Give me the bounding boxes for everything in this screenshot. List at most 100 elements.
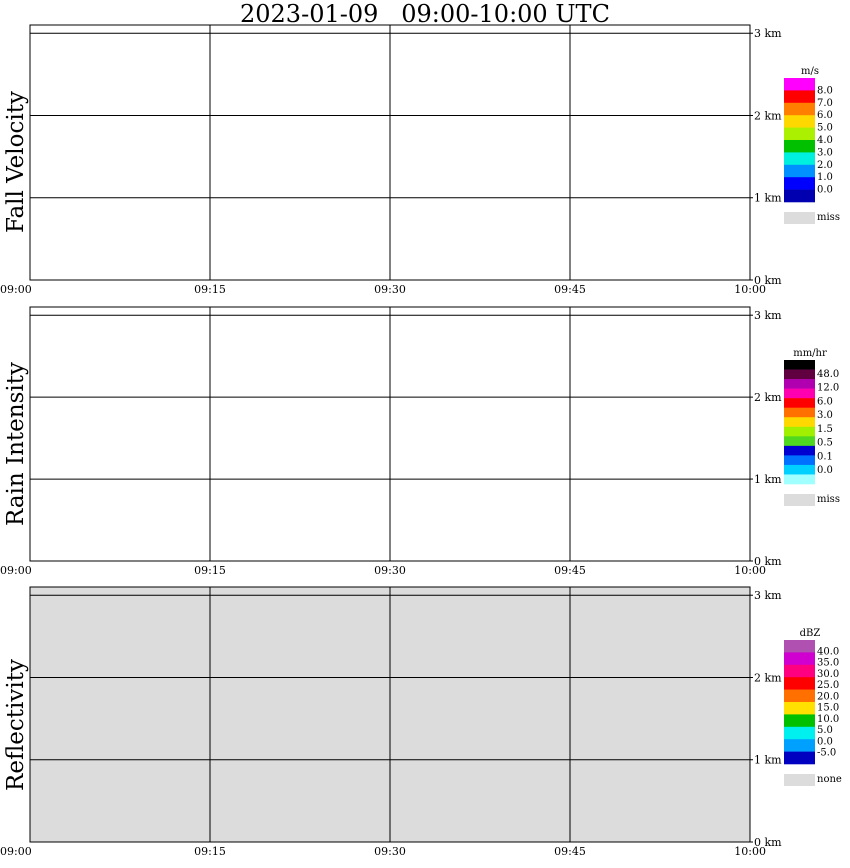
legend-missing-swatch [784,774,815,786]
legend-level: 7.0 [817,98,833,109]
legend-swatch [784,652,815,666]
y-axis-label: Fall Velocity [3,91,29,233]
legend-swatch [784,677,815,690]
x-tick-label: 09:15 [194,564,226,577]
x-tick-label: 10:00 [734,283,766,296]
legend-swatch [784,640,815,653]
legend-level: 3.0 [817,147,833,158]
legend-swatch [784,369,815,380]
legend-level: 48.0 [817,369,839,380]
legend-missing-swatch [784,494,815,506]
y-axis-label: Rain Intensity [3,362,29,526]
legend-unit: dBZ [800,628,821,639]
x-tick-label: 09:45 [554,283,586,296]
legend-level: 0.0 [817,185,833,196]
y-tick-label: 1 km [754,192,782,205]
x-tick-label: 09:30 [374,845,406,858]
legend-swatch [784,388,815,399]
legend-swatch [784,407,815,418]
legend-level: 1.5 [817,424,833,435]
panel-1: 09:00 09:15 09:30 09:45 10:000 km 1 km 2 km 3 k… [0,24,840,296]
legend-level: 5.0 [817,725,833,736]
legend-level: 12.0 [817,383,839,394]
legend-swatch [784,417,815,428]
legend-swatch [784,445,815,456]
plot-frame [29,586,751,843]
legend-level: 40.0 [817,646,839,657]
legend-unit: m/s [801,66,819,77]
legend-level: 30.0 [817,669,839,680]
legend-swatch [784,115,815,128]
y-tick-label: 3 km [754,309,782,322]
legend-missing-label: miss [817,494,840,505]
legend-level: 3.0 [817,410,833,421]
legend-level: 0.5 [817,438,833,449]
x-tick-label: 09:30 [374,283,406,296]
legend-swatch [784,455,815,466]
y-tick-label: 0 km [754,274,782,287]
legend-missing-swatch [784,212,815,224]
plot-frame [29,306,751,562]
legend-swatch [784,714,815,728]
legend-level: 15.0 [817,703,839,714]
legend-swatch [784,102,815,116]
legend-level: 0.1 [817,451,833,462]
legend-swatch [784,398,815,408]
x-tick-label: 09:00 [0,283,32,296]
x-tick-label: 10:00 [734,564,766,577]
legend-level: 25.0 [817,680,839,691]
legend-swatch [784,90,815,104]
legend-swatch [784,474,815,485]
legend-swatch [784,360,815,370]
legend-swatch [784,426,815,437]
x-tick-label: 09:45 [554,845,586,858]
y-tick-label: 1 km [754,754,782,767]
legend-swatch [784,436,815,447]
legend: mm/hr 48.0 12.0 6.0 3.0 1.5 0.5 0.1 0.0 miss [784,348,840,506]
y-tick-label: 0 km [754,836,782,849]
legend-level: 20.0 [817,691,839,702]
legend-level: 2.0 [817,160,833,171]
legend-swatch [784,689,815,703]
legend: m/s 8.0 7.06.0 5.04.03.0 2.01.0 0.0 miss [784,66,840,224]
legend-swatch [784,464,815,475]
y-tick-label: 3 km [754,27,782,40]
x-tick-label: 09:15 [194,845,226,858]
plot-frame [29,24,751,281]
legend-level: 6.0 [817,110,833,121]
legend-unit: mm/hr [793,348,827,359]
x-tick-label: 09:15 [194,283,226,296]
x-tick-label: 09:45 [554,564,586,577]
x-tick-label: 09:00 [0,845,32,858]
legend-swatch [784,664,815,678]
legend-level: 10.0 [817,714,839,725]
legend-level: 0.0 [817,736,833,747]
legend-swatch [784,127,815,141]
legend-swatch [784,177,815,190]
legend-level: 5.0 [817,123,833,134]
y-tick-label: 2 km [754,671,782,684]
legend-swatch [784,140,815,153]
legend-swatch [784,751,815,765]
legend-swatch [784,702,815,715]
legend-level: 35.0 [817,658,839,669]
legend-level: 0.0 [817,465,833,476]
y-tick-label: 2 km [754,391,782,404]
legend-missing-label: miss [817,212,840,223]
panel-2: 09:00 09:15 09:30 09:45 10:000 km 1 km 2 km 3 k… [0,306,840,577]
legend-swatch [784,379,815,389]
legend-swatch [784,78,815,91]
page-title: 2023-01-09 09:00-10:00 UTC [240,0,610,28]
y-tick-label: 0 km [754,555,782,568]
legend: dBZ 40.035.030.025.020.015.010.05.00.0-5.… [784,628,842,786]
y-tick-label: 1 km [754,473,782,486]
legend-level: 1.0 [817,172,833,183]
x-tick-label: 09:00 [0,564,32,577]
legend-missing-label: none [817,774,842,785]
legend-level: 8.0 [817,85,833,96]
panel-3: 09:00 09:15 09:30 09:45 10:000 km 1 km 2 km 3 k… [0,586,842,858]
legend-swatch [784,189,815,203]
x-tick-label: 10:00 [734,845,766,858]
y-axis-label: Reflectivity [3,659,29,791]
